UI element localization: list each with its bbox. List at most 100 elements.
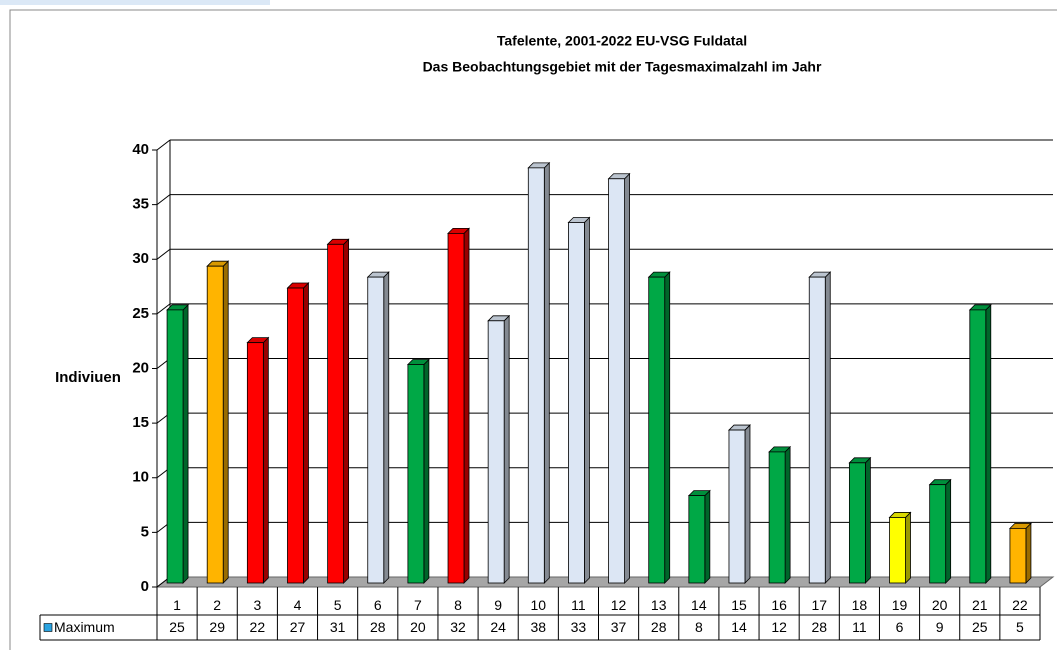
- bar-side: [303, 282, 309, 584]
- bar: [889, 517, 906, 584]
- chart-subtitle: Das Beobachtungsgebiet mit der Tagesmaxi…: [423, 59, 822, 75]
- y-tick-label: 35: [132, 196, 149, 213]
- x-tick-label: 8: [454, 597, 462, 613]
- x-tick-label: 15: [731, 597, 747, 613]
- bar: [969, 309, 987, 584]
- bar: [1009, 527, 1027, 584]
- bar: [407, 364, 425, 584]
- bar-side: [824, 271, 831, 584]
- x-tick-label: 11: [571, 597, 586, 613]
- bar: [768, 451, 786, 584]
- table-value: 28: [370, 619, 386, 635]
- y-tick-label: 20: [132, 359, 149, 376]
- bar-side: [985, 303, 992, 584]
- y-tick-label: 40: [132, 141, 149, 158]
- x-tick-label: 9: [494, 597, 502, 613]
- bar: [648, 276, 666, 584]
- bar-side: [262, 336, 269, 584]
- table-value: 11: [852, 619, 867, 635]
- table-value: 27: [290, 619, 306, 635]
- bar: [728, 429, 746, 584]
- table-value: 37: [611, 619, 627, 635]
- bar: [808, 276, 826, 584]
- x-tick-label: 12: [611, 597, 627, 613]
- bar: [447, 232, 465, 584]
- table-value: 25: [169, 619, 185, 635]
- x-tick-label: 2: [213, 597, 221, 613]
- table-value: 20: [410, 619, 426, 635]
- bar: [367, 276, 385, 584]
- grid-line: [156, 194, 171, 206]
- x-tick-label: 10: [531, 597, 547, 613]
- bar: [568, 222, 585, 584]
- bar: [206, 265, 224, 584]
- table-value: 31: [330, 619, 346, 635]
- bar: [929, 484, 947, 584]
- grid-line: [156, 139, 171, 151]
- x-tick-label: 5: [334, 597, 342, 613]
- table-value: 38: [531, 619, 547, 635]
- x-tick-label: 19: [892, 597, 908, 613]
- legend-key: [43, 623, 53, 632]
- top-strip: [0, 0, 270, 5]
- y-tick-label: 10: [132, 469, 149, 486]
- bar-side: [945, 478, 952, 584]
- table-value: 32: [450, 619, 466, 635]
- y-tick-label: 25: [132, 305, 149, 322]
- x-tick-label: 3: [253, 597, 261, 613]
- bar: [487, 320, 505, 584]
- bar-side: [905, 511, 911, 584]
- bar: [166, 309, 184, 584]
- x-tick-label: 22: [1012, 597, 1028, 613]
- grid-line: [156, 248, 171, 260]
- bar-side: [784, 445, 791, 584]
- y-tick-label: 30: [132, 250, 149, 267]
- x-tick-label: 7: [414, 597, 422, 613]
- table-value: 8: [695, 619, 703, 635]
- bar-side: [423, 358, 430, 584]
- x-tick-label: 4: [294, 597, 302, 613]
- y-tick-label: 5: [141, 523, 149, 540]
- x-tick-label: 20: [932, 597, 948, 613]
- table-value: 28: [811, 619, 827, 635]
- x-tick-label: 21: [972, 597, 988, 613]
- grid-line: [156, 303, 171, 315]
- table-value: 24: [490, 619, 506, 635]
- bar-side: [624, 172, 630, 584]
- bar-side: [383, 271, 390, 584]
- bar-side: [664, 271, 671, 584]
- x-tick-label: 18: [852, 597, 868, 613]
- x-tick-label: 6: [374, 597, 382, 613]
- table-value: 6: [896, 619, 904, 635]
- bar-side: [584, 216, 590, 584]
- bar-side: [864, 456, 871, 584]
- bar: [246, 342, 264, 584]
- x-tick-label: 14: [691, 597, 707, 613]
- y-axis-label: Indiviuen: [55, 369, 121, 386]
- bar-side: [463, 227, 470, 584]
- legend-label: Maximum: [54, 619, 115, 635]
- bar-side: [343, 238, 350, 584]
- chart-border: [9, 9, 1057, 650]
- bar: [327, 243, 345, 584]
- table-value: 22: [250, 619, 266, 635]
- table-value: 9: [936, 619, 944, 635]
- bar-side: [182, 303, 189, 584]
- y-tick-label: 15: [132, 414, 149, 431]
- x-tick-label: 1: [173, 597, 181, 613]
- x-tick-label: 13: [651, 597, 667, 613]
- bar: [527, 167, 545, 584]
- bar-side: [503, 314, 510, 584]
- bar: [287, 287, 304, 584]
- bar-side: [222, 260, 229, 584]
- bar: [848, 462, 866, 584]
- bar: [608, 178, 625, 584]
- table-value: 5: [1016, 619, 1024, 635]
- bar-side: [744, 424, 751, 584]
- bar-side: [543, 161, 550, 584]
- table-value: 25: [972, 619, 988, 635]
- table-value: 29: [209, 619, 225, 635]
- chart-title: Tafelente, 2001-2022 EU-VSG Fuldatal: [497, 33, 747, 49]
- y-tick-label: 0: [141, 578, 149, 595]
- x-tick-label: 16: [771, 597, 787, 613]
